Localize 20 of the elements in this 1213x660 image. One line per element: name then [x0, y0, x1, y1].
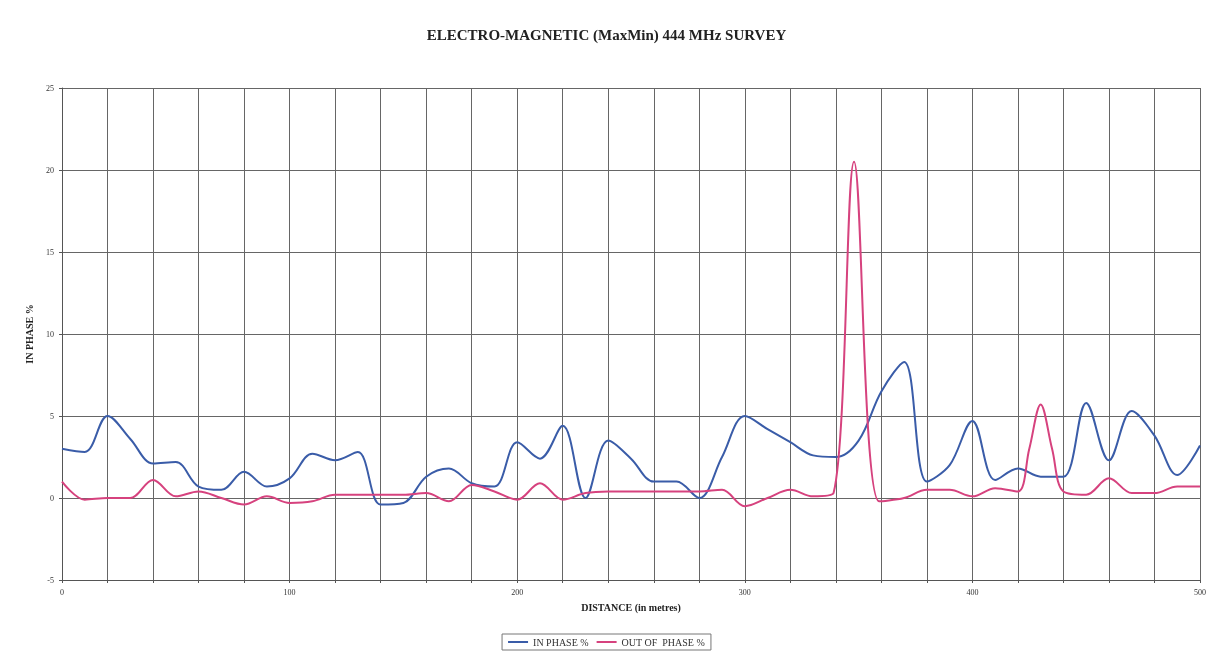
x-tick-label: 300 — [738, 587, 751, 597]
legend-label: IN PHASE % — [533, 636, 589, 648]
x-axis-title: DISTANCE (in metres) — [581, 601, 681, 614]
y-tick-label: -5 — [47, 575, 54, 585]
x-tick-label: 200 — [511, 587, 524, 597]
y-axis-title: IN PHASE % — [23, 304, 35, 364]
y-tick-label: 20 — [46, 165, 54, 175]
y-tick-label: 25 — [46, 83, 54, 93]
chart-title: ELECTRO-MAGNETIC (MaxMin) 444 MHz SURVEY — [426, 26, 787, 44]
x-tick-label: 400 — [966, 587, 979, 597]
y-tick-label: 0 — [50, 493, 54, 503]
line-series — [61, 360, 1201, 506]
y-tick-label: 5 — [50, 411, 54, 421]
legend-label: OUT OF PHASE % — [621, 636, 705, 648]
x-tick-label: 500 — [1194, 587, 1206, 597]
x-tick-label: 0 — [60, 587, 64, 597]
y-tick-label: 10 — [46, 329, 54, 339]
line-series — [61, 160, 1201, 508]
y-tick-label: 15 — [46, 247, 54, 257]
x-tick-label: 100 — [283, 587, 296, 597]
